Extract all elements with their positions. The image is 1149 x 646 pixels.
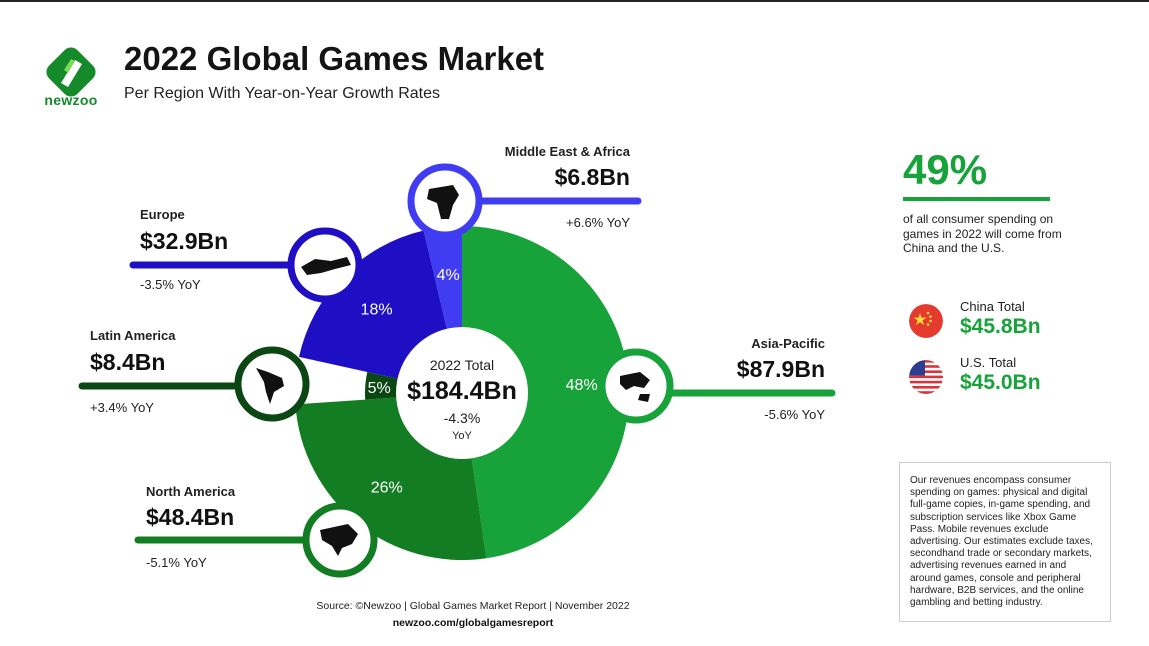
region-name-mea: Middle East & Africa — [504, 144, 630, 159]
asia-pacific-map-icon — [598, 348, 674, 424]
us-total-value: $45.0Bn — [960, 371, 1041, 394]
page-title: 2022 Global Games Market — [124, 40, 545, 77]
share-label-na: 26% — [371, 479, 403, 496]
china-total-label: China Total — [960, 299, 1025, 314]
region-yoy-mea: +6.6% YoY — [566, 215, 630, 230]
region-name-latam: Latin America — [90, 328, 176, 343]
region-yoy-europe: -3.5% YoY — [140, 277, 201, 292]
africa-map-icon — [407, 163, 483, 239]
chart-slices — [295, 226, 630, 560]
us-total-label: U.S. Total — [960, 355, 1017, 370]
share-label-apac: 48% — [566, 377, 598, 394]
region-value-north-america: $48.4Bn — [146, 504, 235, 530]
newzoo-logo-icon — [46, 47, 96, 97]
region-value-europe: $32.9Bn — [140, 228, 229, 254]
report-url[interactable]: newzoo.com/globalgamesreport — [392, 617, 554, 629]
center-label: 2022 Total — [429, 357, 495, 373]
us-flag-icon — [909, 360, 943, 394]
europe-map-icon — [287, 227, 363, 303]
methodology-note: Our revenues encompass consumer spending… — [899, 462, 1111, 622]
share-label-latam: 5% — [368, 380, 391, 397]
center-total-value: $184.4Bn — [407, 377, 517, 405]
top-border — [0, 0, 1149, 2]
chart-center-hole — [396, 327, 528, 459]
north-america-map-icon — [302, 502, 378, 578]
region-value-latam: $8.4Bn — [90, 349, 166, 375]
headline-percentage: 49% — [903, 146, 988, 193]
region-name-apac: Asia-Pacific — [751, 336, 825, 351]
share-label-eu: 18% — [361, 302, 393, 319]
region-name-europe: Europe — [140, 207, 185, 222]
latin-america-map-icon — [234, 346, 310, 422]
headline-underline — [903, 197, 1050, 201]
region-value-apac: $87.9Bn — [736, 356, 825, 382]
region-yoy-apac: -5.6% YoY — [764, 407, 825, 422]
source-citation: Source: ©Newzoo | Global Games Market Re… — [316, 600, 630, 612]
china-flag-icon — [909, 304, 943, 338]
center-yoy: -4.3% — [443, 410, 481, 426]
region-badges — [234, 163, 674, 578]
page-subtitle: Per Region With Year-on-Year Growth Rate… — [124, 85, 441, 102]
china-total-value: $45.8Bn — [960, 315, 1041, 338]
region-yoy-latam: +3.4% YoY — [90, 400, 154, 415]
center-yoy-suffix: YoY — [452, 430, 472, 442]
region-value-mea: $6.8Bn — [554, 164, 630, 190]
region-yoy-north-america: -5.1% YoY — [146, 555, 207, 570]
share-labels: 48% 26% 5% 18% 4% — [361, 267, 598, 497]
share-label-mea: 4% — [437, 267, 460, 284]
region-name-north-america: North America — [146, 484, 236, 499]
headline-description: of all consumer spending on games in 202… — [903, 212, 1062, 255]
slice-apac — [462, 226, 630, 559]
brand-name: newzoo — [44, 92, 98, 108]
